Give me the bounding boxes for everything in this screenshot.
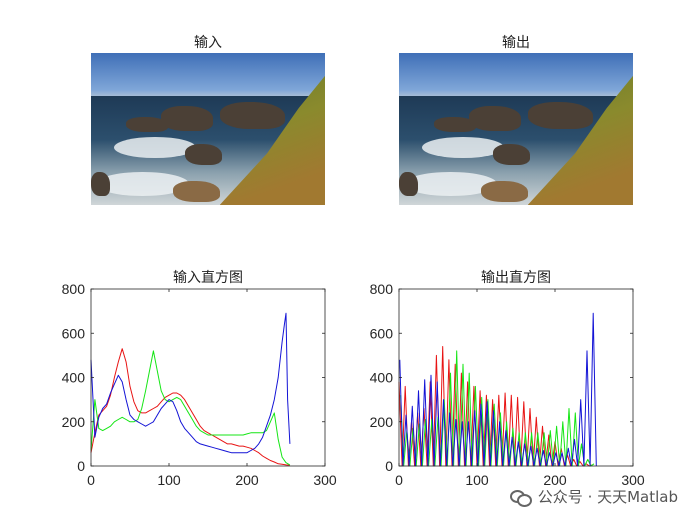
output-image-title: 输出 [502,35,530,51]
y-tick-label: 400 [370,370,394,386]
x-tick-label: 200 [543,472,567,488]
series-line-red [90,348,290,466]
series-line-blue [90,312,291,454]
input-image-title: 输入 [194,35,222,51]
series-line-green [90,350,291,466]
output-image [399,53,633,205]
x-tick-label: 200 [235,472,259,488]
y-tick-label: 0 [385,458,393,474]
x-tick-label: 300 [621,472,645,488]
series-line-blue [399,312,597,467]
y-tick-label: 800 [370,281,394,297]
chart-title: 输入直方图 [173,269,243,286]
wechat-icon [509,488,532,507]
x-tick-label: 300 [313,472,337,488]
x-tick-label: 0 [87,472,95,488]
y-tick-label: 200 [62,414,86,430]
input-histogram: 输入直方图 0 100 200 300 0 200 400 600 800 [62,269,337,488]
watermark-text: 公众号 · 天天Matlab [537,488,678,506]
x-tick-label: 100 [157,472,181,488]
y-tick-label: 600 [62,325,86,341]
input-image [91,53,325,205]
x-tick-label: 100 [465,472,489,488]
y-tick-label: 400 [62,370,86,386]
y-tick-label: 800 [62,281,86,297]
watermark: 公众号 · 天天Matlab [509,486,678,507]
x-tick-label: 0 [395,472,403,488]
y-tick-label: 600 [370,325,394,341]
chart-title: 输出直方图 [481,269,551,286]
y-tick-label: 0 [77,458,85,474]
output-histogram: 输出直方图 0 100 200 300 0 200 400 600 800 [370,269,645,488]
y-tick-label: 200 [370,414,394,430]
